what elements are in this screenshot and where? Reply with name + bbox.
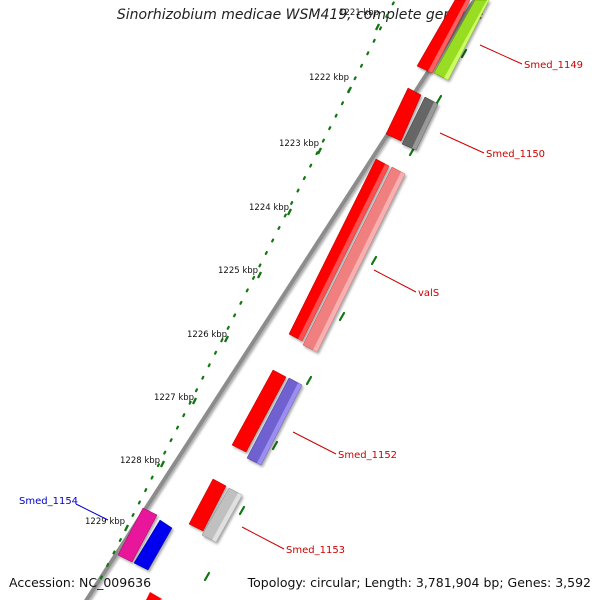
genome-summary: Topology: circular; Length: 3,781,904 bp… xyxy=(247,575,591,590)
gene-feature-smed-1153 xyxy=(201,487,243,543)
callout-line-smed-1154 xyxy=(75,503,109,521)
tick-label: 1226 kbp xyxy=(187,330,227,340)
ruler-tick-1221: 1221 kbp xyxy=(339,8,381,31)
gene-feature-smed-1154-blue xyxy=(133,519,173,571)
gene-label-smed-1153: Smed_1153 xyxy=(286,545,345,556)
gene-feature-smed-1150 xyxy=(401,96,439,151)
tick-label: 1225 kbp xyxy=(218,266,258,276)
gene-feature-smed-1149 xyxy=(433,0,490,81)
cds-feature xyxy=(146,592,162,600)
ruler-tick-1227: 1227 kbp xyxy=(154,393,198,405)
genome-backbone xyxy=(84,0,477,600)
tick-label: 1223 kbp xyxy=(279,139,319,149)
gene-label-smed-1150: Smed_1150 xyxy=(486,149,545,160)
ruler-tick-1222: 1222 kbp xyxy=(309,73,353,94)
gene-label-smed-1149: Smed_1149 xyxy=(524,60,583,71)
tick-label: 1227 kbp xyxy=(154,393,194,403)
gene-feature-smed-1154-magenta xyxy=(117,507,158,563)
tick-label: 1222 kbp xyxy=(309,73,349,83)
cds-feature xyxy=(385,87,422,142)
gene-feature-smed-1152 xyxy=(246,377,303,466)
tick-label: 1228 kbp xyxy=(120,456,160,466)
map-title: Sinorhizobium medicae WSM419, complete g… xyxy=(116,7,484,23)
ruler-tick-1226: 1226 kbp xyxy=(187,330,230,343)
tick-label: 1229 kbp xyxy=(85,517,125,527)
cds-feature xyxy=(416,0,471,74)
cds-feature xyxy=(188,478,227,532)
ruler-tick-1224: 1224 kbp xyxy=(249,203,293,216)
tick-label: 1221 kbp xyxy=(339,8,379,18)
accession-label: Accession: NC_009636 xyxy=(9,575,152,590)
cds-feature xyxy=(288,158,390,342)
ruler-tick-1225: 1225 kbp xyxy=(218,266,263,279)
ruler-tick-1228: 1228 kbp xyxy=(120,456,166,468)
cds-feature xyxy=(231,369,287,453)
outer-ticks xyxy=(203,48,468,582)
gene-label-vals: valS xyxy=(418,288,439,299)
gene-label-smed-1152: Smed_1152 xyxy=(338,450,397,461)
ruler-tick-1223: 1223 kbp xyxy=(279,139,323,155)
gene-label-smed-1154: Smed_1154 xyxy=(19,496,78,507)
ruler-tick-1229: 1229 kbp xyxy=(85,517,130,532)
callout-lines xyxy=(241,44,523,550)
ruler-dotted-line xyxy=(98,0,397,582)
tick-label: 1224 kbp xyxy=(249,203,289,213)
gene-feature-vals xyxy=(302,166,406,353)
